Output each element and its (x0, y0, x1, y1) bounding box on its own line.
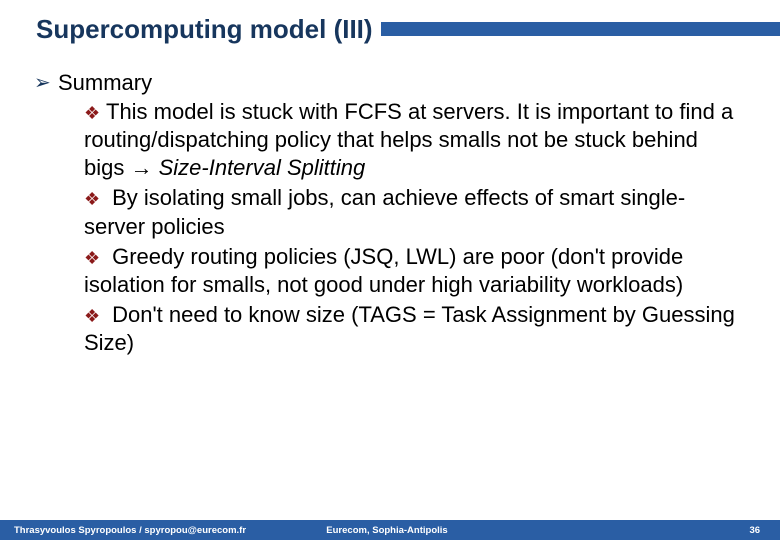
bullet-text-pre: By isolating small jobs, can achieve eff… (84, 185, 685, 238)
list-item: ❖This model is stuck with FCFS at server… (84, 98, 736, 182)
footer-bar: Thrasyvoulos Spyropoulos / spyropou@eure… (0, 520, 780, 540)
slide-title: Supercomputing model (III) (0, 14, 373, 45)
arrow-icon: ➢ (34, 70, 58, 95)
bullet-text-pre: Greedy routing policies (JSQ, LWL) are p… (84, 244, 683, 297)
diamond-icon: ❖ (84, 188, 106, 211)
list-item: ❖ Don't need to know size (TAGS = Task A… (84, 301, 736, 357)
diamond-icon: ❖ (84, 305, 106, 328)
list-item: ❖ Greedy routing policies (JSQ, LWL) are… (84, 243, 736, 299)
summary-heading: ➢ Summary (34, 70, 746, 96)
content-area: ➢ Summary ❖This model is stuck with FCFS… (0, 58, 780, 357)
diamond-icon: ❖ (84, 102, 106, 125)
title-rule (381, 22, 780, 36)
footer-author: Thrasyvoulos Spyropoulos / spyropou@eure… (0, 525, 263, 536)
diamond-icon: ❖ (84, 247, 106, 270)
list-item: ❖ By isolating small jobs, can achieve e… (84, 184, 736, 240)
footer-affiliation: Eurecom, Sophia-Antipolis (263, 525, 512, 536)
bullet-text-italic: Size-Interval Splitting (159, 155, 366, 180)
bullet-list: ❖This model is stuck with FCFS at server… (34, 98, 746, 357)
footer-page-number: 36 (511, 525, 780, 536)
bullet-text-pre: Don't need to know size (TAGS = Task Ass… (84, 302, 735, 355)
title-bar: Supercomputing model (III) (0, 0, 780, 58)
summary-label: Summary (58, 70, 152, 96)
